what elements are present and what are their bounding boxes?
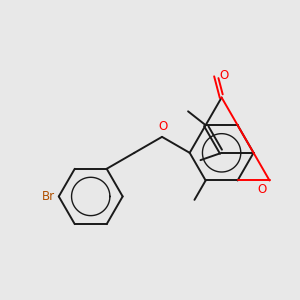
Text: O: O — [258, 183, 267, 196]
Text: O: O — [158, 121, 167, 134]
Text: O: O — [219, 69, 229, 82]
Text: Br: Br — [42, 190, 56, 203]
